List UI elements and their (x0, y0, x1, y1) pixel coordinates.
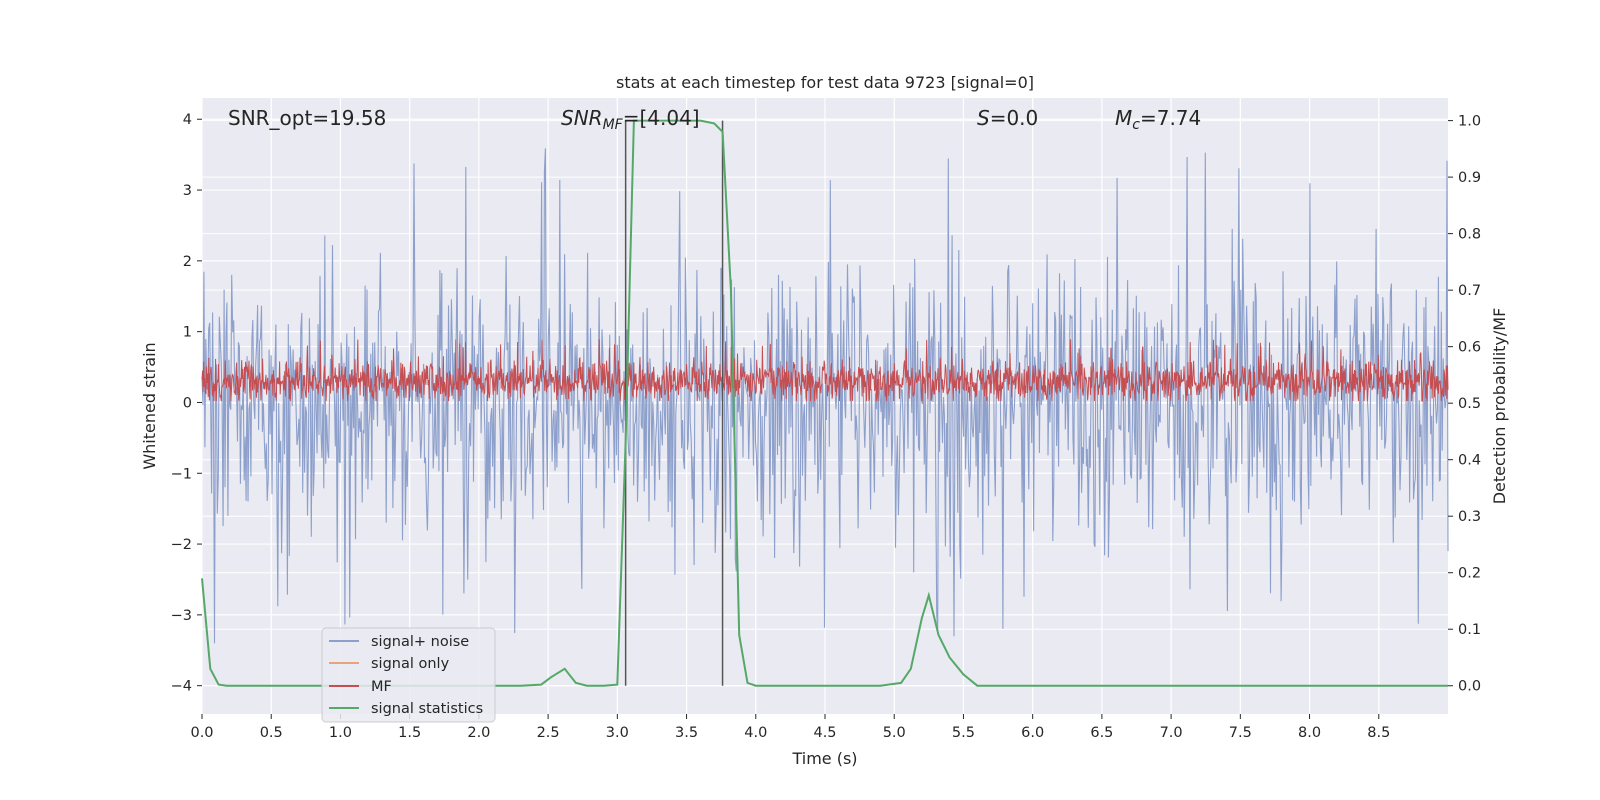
x-tick-label: 2.0 (467, 725, 490, 741)
legend-box (321, 627, 496, 723)
y-axis-right-ticks: 1.0 0.9 0.8 0.7 0.6 0.5 0.4 0.3 0.2 0.1 0.0 (1448, 114, 1481, 695)
legend: signal+ noise signal only MF signal stat… (321, 627, 496, 723)
s-value: =0.0 (990, 106, 1039, 130)
x-tick-label: 7.0 (1160, 725, 1183, 741)
x-tick-label: 4.0 (744, 725, 767, 741)
series-mf (201, 339, 1449, 402)
annotation-snr-opt: SNR_opt=19.58 (228, 106, 386, 130)
s-symbol: S (977, 106, 990, 130)
x-tick-label: 8.0 (1298, 725, 1321, 741)
y-tick-label: 0 (183, 395, 192, 411)
y-tick-label: −2 (171, 537, 192, 553)
x-tick-label: 1.5 (398, 725, 421, 741)
x-tick-label: 6.5 (1090, 725, 1113, 741)
x-tick-label: 8.5 (1367, 725, 1390, 741)
mc-value: =7.74 (1140, 106, 1201, 130)
x-tick-label: 1.0 (329, 725, 352, 741)
x-tick-label: 0.5 (260, 725, 283, 741)
chart-title: stats at each timestep for test data 972… (616, 73, 1034, 92)
annotation-mc: Mc=7.74 (1115, 106, 1201, 133)
annotation-snr-mf: SNRMF=[4.04] (561, 106, 700, 133)
y-tick-label: 4 (183, 112, 192, 128)
legend-label-signal-statistics: signal statistics (371, 701, 483, 717)
y-axis-right-label: Detection probability/MF (1490, 308, 1509, 505)
legend-label-signal-noise: signal+ noise (371, 634, 469, 650)
x-tick-label: 6.0 (1021, 725, 1044, 741)
y-tick-label: −3 (171, 608, 192, 624)
legend-label-signal-only: signal only (371, 656, 450, 672)
y-right-tick-label: 0.3 (1458, 509, 1481, 525)
x-tick-label: 0.0 (190, 725, 213, 741)
y-right-tick-label: 0.4 (1458, 453, 1481, 469)
y-right-tick-label: 0.8 (1458, 227, 1481, 243)
x-tick-label: 7.5 (1229, 725, 1252, 741)
y-tick-label: 1 (183, 325, 192, 341)
snr-mf-value: =[4.04] (623, 106, 700, 130)
y-tick-label: −4 (171, 679, 192, 695)
x-tick-label: 2.5 (537, 725, 560, 741)
y-right-tick-label: 0.5 (1458, 396, 1481, 412)
x-axis-ticks: 0.0 0.5 1.0 1.5 2.0 2.5 3.0 3.5 4.0 4.5 5.0 5.5 6.0 6… (190, 714, 1390, 741)
y-right-tick-label: 0.7 (1458, 283, 1481, 299)
y-tick-label: 2 (183, 254, 192, 270)
legend-label-mf: MF (371, 679, 392, 695)
y-axis-ticks: 4 3 2 1 0 −1 −2 −3 −4 (171, 112, 202, 695)
line-mf (201, 339, 1449, 402)
x-tick-label: 3.5 (675, 725, 698, 741)
x-tick-label: 5.5 (952, 725, 975, 741)
x-tick-label: 5.0 (883, 725, 906, 741)
y-right-tick-label: 0.0 (1458, 679, 1481, 695)
snr-mf-main: SNR (561, 106, 603, 130)
mc-main: M (1115, 106, 1132, 130)
x-tick-label: 4.5 (813, 725, 836, 741)
y-tick-label: −1 (171, 466, 192, 482)
y-right-tick-label: 0.2 (1458, 566, 1481, 582)
x-tick-label: 3.0 (606, 725, 629, 741)
mc-sub: c (1132, 117, 1140, 133)
y-right-tick-label: 1.0 (1458, 114, 1481, 130)
y-tick-label: 3 (183, 183, 192, 199)
annotation-s: S=0.0 (977, 106, 1038, 130)
y-right-tick-label: 0.9 (1458, 170, 1481, 186)
y-axis-label: Whitened strain (140, 342, 159, 469)
y-right-tick-label: 0.1 (1458, 622, 1481, 638)
y-right-tick-label: 0.6 (1458, 340, 1481, 356)
snr-mf-sub: MF (603, 117, 624, 133)
x-axis-label: Time (s) (791, 749, 857, 768)
